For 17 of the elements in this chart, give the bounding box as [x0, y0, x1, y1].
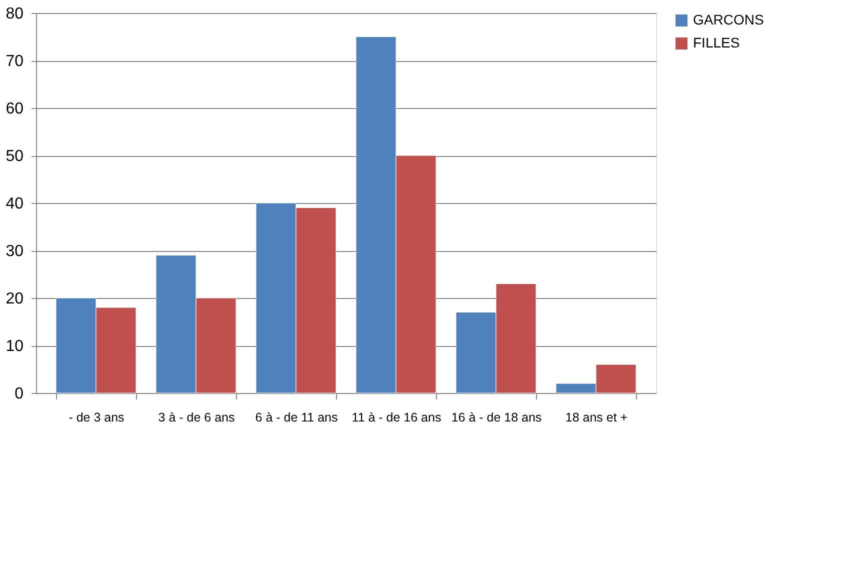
x-tick-label: 6 à - de 11 ans: [255, 410, 338, 424]
y-tick-label: 50: [6, 148, 24, 165]
y-tick-label: 60: [6, 100, 24, 118]
y-tick-label: 30: [6, 243, 24, 260]
x-tick-label: 18 ans et +: [565, 410, 628, 424]
y-tick-label: 20: [6, 290, 24, 308]
y-tick-label: 70: [6, 53, 24, 70]
y-tick-label: 40: [6, 196, 24, 212]
y-tick-label: 0: [14, 386, 24, 402]
x-tick-label: 11 à - de 16 ans: [352, 410, 442, 424]
legend-label: GARCONS: [693, 12, 764, 28]
x-tick-label: 3 à - de 6 ans: [158, 410, 235, 424]
y-tick-label: 80: [6, 6, 24, 22]
x-tick-label: 16 à - de 18 ans: [451, 410, 542, 424]
y-tick-label: 10: [6, 338, 24, 355]
x-tick-label: - de 3 ans: [68, 410, 124, 424]
legend-label: FILLES: [693, 34, 740, 50]
